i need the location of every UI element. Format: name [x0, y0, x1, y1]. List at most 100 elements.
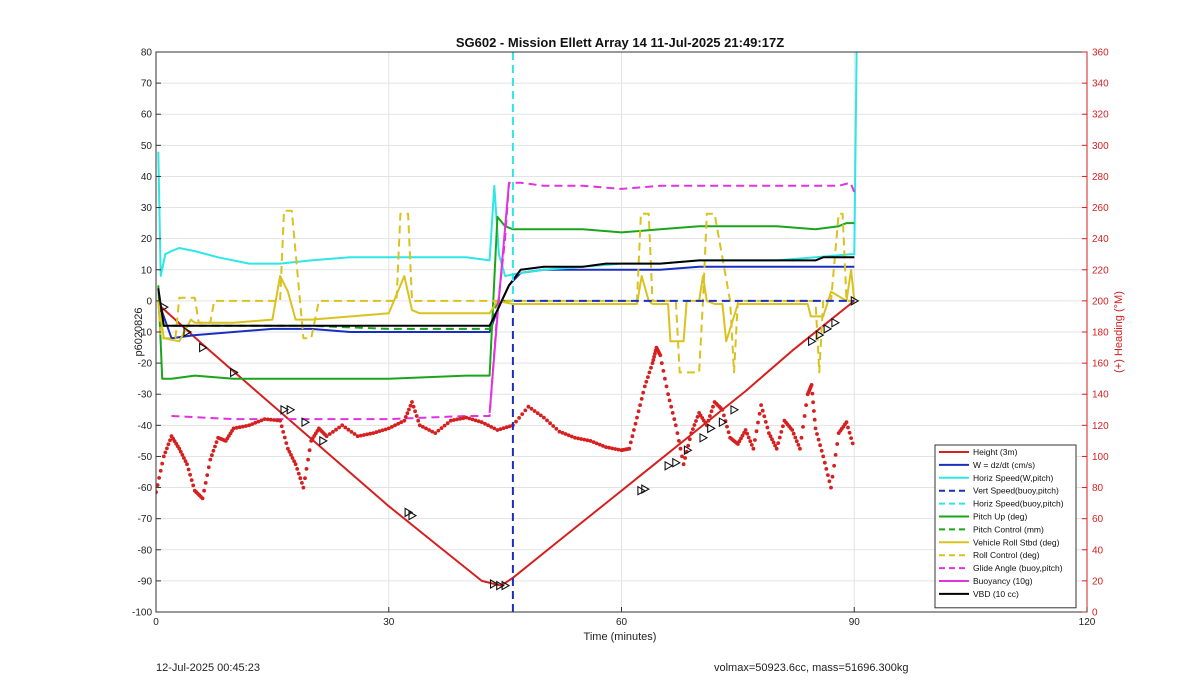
y2-tick-label: 100	[1092, 452, 1109, 463]
heading-point	[639, 397, 644, 401]
heading-point	[569, 434, 574, 439]
heading-point	[628, 440, 633, 445]
heading-point	[768, 434, 773, 439]
heading-point	[211, 448, 216, 453]
heading-point	[613, 447, 618, 451]
y2-tick-label: 200	[1092, 296, 1109, 307]
series-vert-speed-buoy-pitch	[511, 299, 855, 612]
y-tick-label: 60	[141, 110, 153, 121]
heading-point	[585, 438, 590, 443]
heading-point	[644, 379, 649, 384]
legend-label: Roll Control (deg)	[973, 550, 1040, 560]
heading-point	[259, 418, 264, 423]
heading-point	[824, 467, 829, 471]
heading-point	[770, 437, 774, 442]
heading-point	[532, 409, 537, 413]
x-tick-label: 120	[1079, 617, 1096, 628]
height-marker	[489, 579, 499, 589]
heading-point	[433, 431, 438, 435]
y2-tick-label: 260	[1092, 203, 1109, 214]
heading-point	[683, 456, 687, 460]
heading-point	[776, 441, 781, 445]
heading-point	[827, 479, 832, 484]
x-tick-label: 60	[616, 617, 628, 628]
heading-point	[566, 433, 571, 438]
heading-point	[501, 426, 506, 430]
heading-point	[802, 414, 807, 418]
y2-tick-label: 120	[1092, 421, 1109, 432]
y2-tick-label: 20	[1092, 576, 1104, 587]
heading-point	[250, 422, 255, 426]
legend-label: Vehicle Roll Stbd (deg)	[973, 537, 1060, 547]
heading-point	[390, 425, 394, 429]
series-horiz-speed-w-pitch	[157, 52, 858, 277]
heading-point	[812, 409, 816, 413]
height-marker	[664, 460, 674, 471]
heading-point	[753, 438, 757, 442]
heading-point	[413, 409, 417, 414]
heading-point	[669, 404, 674, 409]
heading-point	[213, 444, 217, 449]
footer-mass-info: volmax=50923.6cc, mass=51696.300kg	[714, 662, 909, 674]
heading-point	[650, 361, 655, 365]
heading-point	[399, 420, 404, 425]
heading-point	[157, 476, 162, 480]
y2-tick-label: 40	[1092, 545, 1104, 556]
heading-point	[284, 441, 289, 445]
heading-point	[801, 425, 805, 429]
heading-point	[439, 426, 444, 430]
heading-point	[815, 432, 819, 436]
y2-tick-label: 320	[1092, 110, 1109, 121]
heading-point	[664, 384, 669, 389]
heading-point	[689, 431, 694, 435]
heading-point	[208, 457, 213, 462]
heading-point	[427, 428, 431, 432]
heading-point	[337, 425, 341, 430]
heading-point	[483, 421, 487, 426]
heading-point	[793, 435, 798, 440]
heading-point	[739, 436, 743, 441]
heading-point	[821, 454, 826, 459]
y-tick-label: -80	[138, 545, 153, 556]
heading-point	[760, 408, 765, 413]
heading-point	[765, 425, 770, 430]
heading-point	[421, 425, 425, 429]
legend-label: Height (3m)	[973, 447, 1018, 457]
heading-point	[296, 471, 301, 476]
heading-point	[203, 481, 208, 485]
heading-point	[268, 417, 273, 422]
heading-point	[794, 439, 799, 444]
heading-point	[262, 417, 267, 421]
heading-point	[298, 476, 303, 481]
height-marker	[831, 317, 841, 328]
heading-point	[670, 411, 675, 415]
heading-point	[635, 415, 639, 420]
series-vehicle-roll-stbd-deg	[157, 268, 856, 343]
heading-point	[163, 450, 168, 455]
heading-point	[430, 429, 435, 434]
heading-point	[405, 411, 410, 416]
heading-point	[210, 453, 214, 458]
heading-point	[551, 424, 556, 428]
heading-point	[812, 417, 817, 422]
x-tick-label: 0	[153, 617, 159, 628]
heading-point	[850, 441, 855, 446]
heading-point	[408, 403, 413, 408]
y-tick-label: 80	[141, 48, 153, 59]
heading-point	[331, 430, 335, 434]
height-marker	[683, 445, 693, 456]
heading-point	[160, 461, 165, 466]
series-vbd-10-cc	[157, 256, 855, 327]
heading-point	[672, 417, 677, 421]
heading-point	[636, 409, 641, 414]
legend-label: Pitch Control (mm)	[973, 524, 1044, 534]
heading-point	[748, 439, 753, 444]
heading-point	[304, 467, 309, 471]
heading-point	[687, 437, 692, 442]
y2-tick-label: 360	[1092, 48, 1109, 59]
y-tick-label: 20	[141, 234, 153, 245]
heading-point	[166, 442, 171, 447]
heading-point	[445, 421, 450, 426]
heading-point	[607, 445, 611, 450]
